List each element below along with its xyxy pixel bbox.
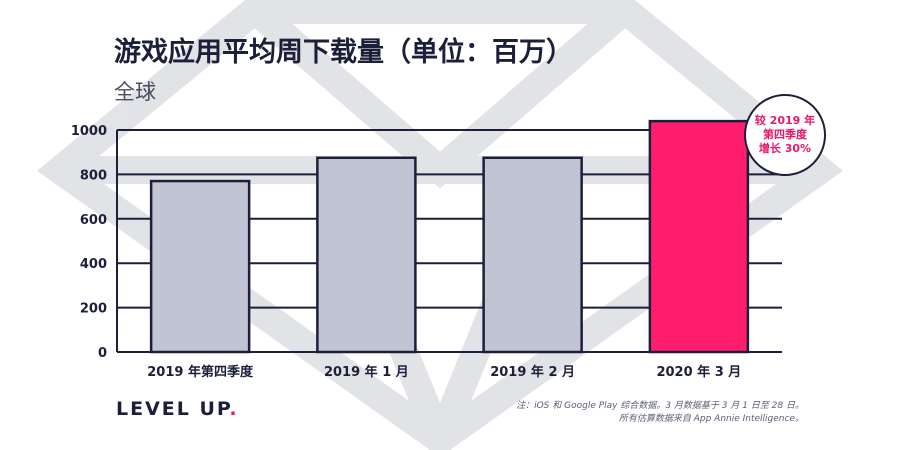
x-label-0: 2019 年第四季度 <box>147 364 254 380</box>
y-tick-1000: 1000 <box>71 124 107 139</box>
callout-line-2: 第四季度 <box>763 128 807 141</box>
y-tick-800: 800 <box>80 168 107 183</box>
footnote-line-2: 所有估算数据来自 App Annie Intelligence。 <box>618 414 804 424</box>
brand-logo: LEVEL UP. <box>116 398 239 420</box>
brand-dot: . <box>229 398 239 420</box>
x-category-labels: 2019 年第四季度 2019 年 1 月 2019 年 2 月 2020 年 3 月 <box>147 364 741 380</box>
callout-line-1: 较 2019 年 <box>754 114 816 127</box>
callout-line-3: 增长 30% <box>758 142 812 155</box>
chart-title: 游戏应用平均周下载量（单位：百万） <box>114 37 573 68</box>
bar-2 <box>482 156 583 354</box>
x-label-3: 2020 年 3 月 <box>656 364 741 380</box>
y-tick-400: 400 <box>80 257 107 272</box>
y-tick-200: 200 <box>80 302 107 317</box>
bar-1 <box>316 156 417 354</box>
growth-callout: 较 2019 年 第四季度 增长 30% <box>744 94 826 176</box>
y-tick-labels: 0 200 400 600 800 1000 <box>71 124 107 361</box>
x-label-1: 2019 年 1 月 <box>324 364 409 380</box>
bar-3 <box>648 119 750 354</box>
bar-0 <box>149 179 251 354</box>
brand-text: LEVEL UP <box>116 398 230 420</box>
footnote: 注：iOS 和 Google Play 综合数据。3 月数据基于 3 月 1 日… <box>516 400 804 426</box>
y-tick-0: 0 <box>98 346 107 361</box>
bars <box>149 119 750 354</box>
footnote-line-1: 注：iOS 和 Google Play 综合数据。3 月数据基于 3 月 1 日… <box>516 401 804 411</box>
x-label-2: 2019 年 2 月 <box>490 364 575 380</box>
chart-subtitle: 全球 <box>114 80 156 104</box>
y-tick-600: 600 <box>80 213 107 228</box>
